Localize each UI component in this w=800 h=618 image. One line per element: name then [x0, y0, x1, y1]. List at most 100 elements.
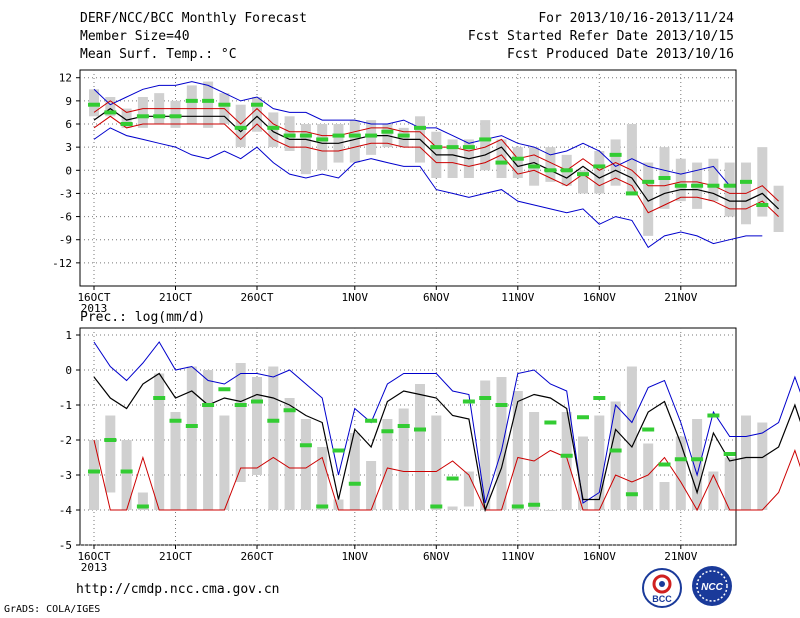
x-tick-label: 16OCT — [77, 550, 110, 563]
y-tick-label: -9 — [59, 234, 72, 247]
observation-marker — [707, 413, 720, 418]
observation-marker — [511, 156, 524, 161]
member-range-box — [382, 419, 393, 510]
observation-marker — [136, 504, 149, 509]
observation-marker — [332, 448, 345, 453]
x-tick-label: 6NOV — [423, 291, 450, 304]
member-range-box — [512, 391, 523, 510]
member-range-box — [349, 120, 360, 163]
observation-marker — [251, 102, 263, 107]
member-range-box — [708, 471, 719, 510]
x-tick-label: 21NOV — [664, 550, 697, 563]
member-range-box — [692, 419, 703, 510]
member-range-box — [757, 147, 768, 217]
year-label: 2013 — [81, 561, 108, 574]
x-tick-label: 1NOV — [342, 291, 369, 304]
observation-marker — [104, 110, 117, 115]
observation-marker — [511, 504, 524, 509]
y-tick-label: -5 — [59, 539, 72, 552]
precipitation-panel: 1 0 -1 -2 -3 -4 -5 16OCT 21OCT 26OCT 1NOV 6NOV 11NOV… — [59, 327, 800, 574]
observation-marker — [740, 179, 752, 184]
observation-marker — [528, 164, 541, 169]
member-range-box — [675, 158, 686, 202]
member-range-box — [659, 482, 670, 510]
member-range-box — [203, 81, 214, 128]
observation-marker — [560, 453, 573, 458]
observation-marker — [430, 145, 443, 150]
member-range-box — [137, 97, 148, 128]
temperature-panel: 12 9 6 3 0 -3 -6 -9 -12 16OCT 21OCT 26OCT 1NOV 6NOV 11… — [52, 69, 784, 315]
member-range-box — [121, 440, 132, 510]
observation-marker — [414, 125, 426, 130]
ncc-logo: NCC — [692, 566, 732, 606]
y-tick-label: 0 — [65, 164, 72, 177]
envelope-lower-line — [93, 127, 763, 249]
observation-marker — [234, 125, 247, 130]
member-range-box — [415, 384, 425, 510]
observation-marker — [528, 502, 541, 507]
observation-marker — [316, 504, 329, 509]
member-range-box — [643, 162, 654, 236]
observation-marker — [707, 183, 720, 188]
member-range-box — [252, 97, 262, 132]
observation-marker — [185, 98, 198, 103]
observation-marker — [430, 504, 443, 509]
member-range-box — [186, 85, 197, 124]
observation-marker — [88, 102, 100, 107]
observation-marker — [642, 427, 655, 432]
y-tick-label: -3 — [59, 469, 72, 482]
member-range-box — [480, 120, 491, 171]
x-tick-label: 11NOV — [501, 291, 534, 304]
x-tick-label: 26OCT — [240, 550, 273, 563]
member-range-box — [594, 151, 605, 194]
forecast-start-date: Fcst Started Refer Date 2013/10/15 — [467, 29, 734, 44]
x-tick-label: 16NOV — [583, 291, 616, 304]
x-tick-label: 1NOV — [342, 550, 369, 563]
member-range-box — [105, 415, 116, 493]
member-range-box — [724, 162, 735, 217]
y-tick-label: 0 — [65, 364, 72, 377]
member-range-box — [561, 412, 572, 510]
member-range-box — [626, 366, 637, 510]
observation-marker — [495, 403, 508, 407]
x-tick-label: 21OCT — [159, 291, 192, 304]
observation-marker — [169, 114, 182, 119]
member-range-box — [757, 422, 768, 510]
min-line — [93, 439, 800, 512]
member-range-box — [724, 457, 735, 510]
observation-marker — [153, 114, 166, 119]
member-size: Member Size=40 — [80, 29, 190, 44]
y-tick-label: 9 — [65, 95, 72, 108]
member-range-box — [643, 443, 654, 510]
observation-marker — [202, 98, 215, 103]
y-tick-label: -3 — [59, 187, 72, 200]
member-range-box — [333, 499, 344, 510]
website-link[interactable]: http://cmdp.ncc.cma.gov.cn — [76, 582, 280, 597]
observation-marker — [446, 476, 459, 481]
bcc-logo: BCC — [642, 568, 682, 608]
envelope-upper-line — [93, 81, 731, 187]
observation-marker — [593, 396, 606, 400]
member-range-box — [447, 506, 458, 510]
member-range-box — [219, 415, 230, 510]
x-tick-label: 16NOV — [583, 550, 616, 563]
observation-marker — [479, 396, 492, 400]
y-tick-label: 3 — [65, 141, 72, 154]
member-range-box — [578, 436, 588, 510]
observation-marker — [658, 462, 671, 467]
observation-marker — [136, 114, 149, 119]
ensemble-mean-line — [93, 372, 800, 513]
chart-title: DERF/NCC/BCC Monthly Forecast — [80, 11, 307, 26]
observation-marker — [609, 448, 622, 453]
member-range-box — [203, 370, 214, 510]
member-range-box — [349, 433, 360, 510]
y-tick-label: 12 — [59, 72, 72, 85]
y-tick-label: -12 — [52, 257, 72, 270]
y-tick-label: -4 — [59, 504, 73, 517]
member-range-box — [480, 380, 491, 510]
observation-marker — [625, 191, 638, 196]
observation-marker — [625, 492, 638, 497]
observation-marker — [234, 403, 247, 407]
observation-marker — [365, 133, 378, 138]
